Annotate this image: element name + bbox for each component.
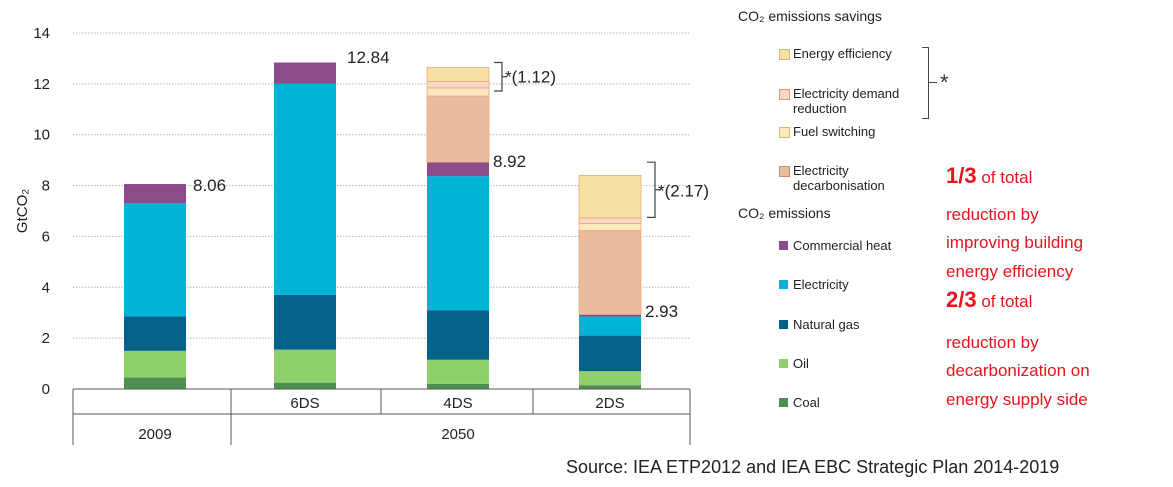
legend-bracket [922, 47, 929, 119]
data-label: 12.84 [347, 48, 390, 67]
legend-swatch-commercial-heat [779, 241, 788, 250]
note-line-8: energy supply side [946, 390, 1088, 409]
legend-item-fuel-switching: Fuel switching [793, 124, 876, 139]
bar-segment [579, 371, 641, 386]
y-tick-label: 6 [42, 228, 50, 245]
bar-segment [579, 335, 641, 372]
legend-item-coal: Coal [793, 395, 820, 410]
bar-segment [426, 95, 490, 163]
bar-segment [427, 176, 489, 311]
annotation-bracket [647, 161, 660, 218]
bar-segment [427, 310, 489, 360]
legend-savings-title: CO₂ emissions savings [738, 8, 882, 24]
bar-segment [579, 314, 641, 317]
bar-segment [578, 217, 642, 224]
legend-item-electricity: Electricity [793, 277, 849, 292]
bar-segment [427, 359, 489, 384]
bar-segment [124, 184, 186, 204]
note-line-3: improving building [946, 233, 1084, 252]
bar-segment [579, 316, 641, 336]
x-tick-label: 6DS [290, 395, 319, 412]
x-group-label: 2009 [138, 426, 171, 443]
y-tick-label: 10 [33, 127, 50, 144]
y-tick-label: 4 [42, 279, 50, 296]
note-line-2: reduction by [946, 205, 1039, 224]
note-line-5: 2/3 of total [946, 287, 1172, 314]
legend-swatch-fuel-switching [779, 127, 790, 138]
bar-segment [274, 294, 336, 350]
y-tick-label: 14 [33, 25, 50, 42]
note-fraction-two-thirds: 2/3 [946, 287, 977, 312]
data-label: 8.92 [493, 152, 526, 171]
legend-item-electricity-decarbonisation: Electricity decarbonisation [793, 163, 885, 193]
note-line-5-rest: of total [976, 292, 1033, 311]
legend-bracket-tick [928, 82, 937, 83]
stacked-bar-chart: 0 2 4 6 8 10 12 14 GtCO₂ 2009 6DS 4DS 2DS 2050 8.06 12.… [14, 25, 709, 445]
legend-swatch-coal [779, 398, 788, 407]
y-tick-label: 0 [42, 381, 50, 398]
bar-segment [274, 382, 336, 389]
bar-segment [426, 87, 490, 97]
data-label: 2.93 [645, 302, 678, 321]
legend-swatch-natural-gas [779, 320, 788, 329]
bar-segment [274, 83, 336, 295]
legend-swatch-electricity-decarbonisation [779, 166, 790, 177]
bar-segment [124, 377, 186, 389]
note-line-1: 1/3 of total [946, 163, 1172, 190]
legend-item-oil: Oil [793, 356, 809, 371]
note-line-1-rest: of total [976, 168, 1033, 187]
note-line-7: decarbonization on [946, 361, 1090, 380]
bar-segment [427, 162, 489, 177]
bar-segment [427, 383, 489, 389]
legend-emissions-title: CO₂ emissions [738, 205, 831, 221]
legend-star: * [940, 70, 949, 95]
bar-segment [578, 223, 642, 231]
bar-segment [578, 230, 642, 315]
legend-item-energy-efficiency: Energy efficiency [793, 46, 892, 61]
bar-segment [124, 203, 186, 317]
note-line-6: reduction by [946, 333, 1039, 352]
source-text: Source: IEA ETP2012 and IEA EBC Strategi… [566, 457, 1060, 477]
bar-segment [274, 349, 336, 383]
y-axis-label: GtCO₂ [14, 189, 31, 233]
y-tick-label: 2 [42, 330, 50, 347]
legend-item-electricity-demand-reduction: Electricity demand reduction [793, 86, 900, 116]
bar-segment [579, 385, 641, 389]
y-tick-label: 8 [42, 178, 50, 195]
legend-swatch-oil [779, 359, 788, 368]
bar-segment [274, 62, 336, 84]
note-fraction-one-third: 1/3 [946, 163, 977, 188]
annotation-label: *(2.17) [658, 182, 709, 201]
legend-item-natural-gas: Natural gas [793, 317, 860, 332]
bar-segment [426, 81, 490, 89]
x-group-label: 2050 [441, 426, 474, 443]
bar-segment [124, 316, 186, 351]
annotation-bracket [494, 61, 507, 92]
bar-segment [426, 67, 490, 82]
legend-swatch-energy-efficiency [779, 49, 790, 60]
legend-item-commercial-heat: Commercial heat [793, 238, 892, 253]
legend-swatch-electricity [779, 280, 788, 289]
x-tick-label: 2DS [595, 395, 624, 412]
legend-swatch-electricity-demand-reduction [779, 89, 790, 100]
annotation-label: *(1.12) [505, 68, 556, 87]
bar-segment [578, 174, 642, 219]
data-label: 8.06 [193, 176, 226, 195]
y-tick-label: 12 [33, 76, 50, 93]
bar-segment [124, 350, 186, 378]
x-tick-label: 4DS [443, 395, 472, 412]
note-line-4: energy efficiency [946, 262, 1074, 281]
